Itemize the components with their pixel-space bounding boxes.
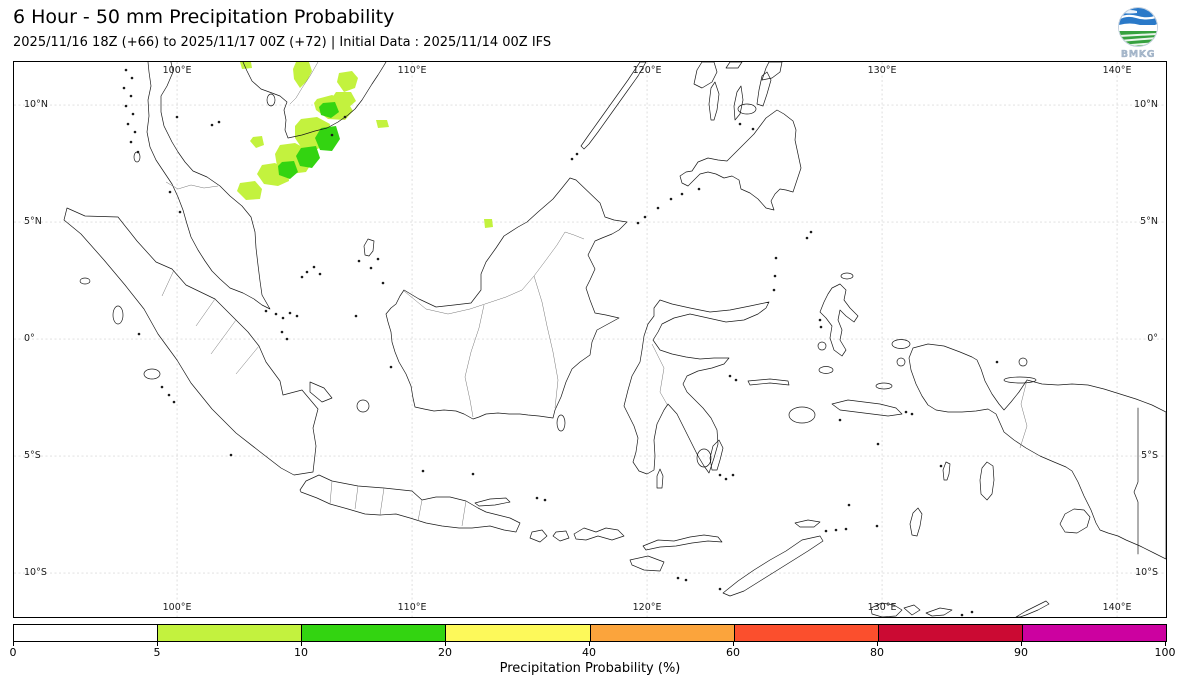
precip-region-5-10 (484, 219, 493, 228)
lat-label-left: 10°S (24, 567, 47, 579)
colorbar-tickmark (13, 642, 14, 646)
colorbar (13, 624, 1167, 642)
lat-label-right: 0° (1147, 333, 1158, 345)
lat-label-right: 10°S (1135, 567, 1158, 579)
colorbar-ticklabel: 20 (438, 646, 452, 659)
precip-region-10-20 (319, 102, 339, 118)
colorbar-ticklabel: 80 (870, 646, 884, 659)
lon-label-top: 100°E (162, 65, 192, 76)
colorbar-ticklabel: 0 (9, 646, 17, 659)
page-title: 6 Hour - 50 mm Precipitation Probability (13, 6, 395, 28)
precip-region-5-10 (237, 181, 262, 200)
colorbar-segment (1021, 625, 1166, 641)
forecast-map: 100°E 100°E 110°E 110°E 120°E 120°E 130°E 130°E… (13, 61, 1167, 618)
lat-label-left: 5°S (24, 450, 41, 462)
administrative-borders (161, 62, 1028, 527)
colorbar-segment (445, 625, 590, 641)
precip-region-5-10 (240, 62, 252, 69)
bmkg-logo: BMKG (1110, 4, 1166, 60)
lat-label-right: 10°N (1134, 99, 1158, 111)
lon-label-bottom: 120°E (632, 602, 662, 613)
colorbar-segment (733, 625, 878, 641)
colorbar-tickmark (733, 642, 734, 646)
colorbar-ticklabel: 5 (153, 646, 161, 659)
colorbar-segment (301, 625, 446, 641)
lat-label-left: 10°N (24, 99, 48, 111)
colorbar-segment (589, 625, 734, 641)
colorbar-label: Precipitation Probability (%) (499, 661, 681, 676)
forecast-period-subtitle: 2025/11/16 18Z (+66) to 2025/11/17 00Z (… (13, 35, 552, 50)
map-canvas (14, 62, 1166, 617)
coastlines (63, 62, 1166, 617)
lat-label-right: 5°S (1141, 450, 1158, 462)
lon-label-top: 120°E (632, 65, 662, 76)
colorbar-tickmark (445, 642, 446, 646)
precip-region-10-20 (315, 126, 340, 151)
precip-region-10-20 (278, 161, 298, 179)
colorbar-tickmark (157, 642, 158, 646)
bmkg-logo-image: BMKG (1118, 7, 1158, 60)
precip-region-5-10 (250, 136, 264, 148)
lon-label-bottom: 100°E (162, 602, 192, 613)
colorbar-ticklabel: 40 (582, 646, 596, 659)
colorbar-ticklabel: 10 (294, 646, 308, 659)
colorbar-tickmark (301, 642, 302, 646)
lat-label-left: 0° (24, 333, 35, 345)
lon-label-bottom: 110°E (397, 602, 427, 613)
colorbar-tickmark (589, 642, 590, 646)
lon-label-bottom: 130°E (867, 602, 897, 613)
precip-region-10-20 (296, 146, 320, 168)
small-island-dots (122, 68, 999, 617)
lat-label-right: 5°N (1140, 216, 1158, 228)
colorbar-tickmark (1165, 642, 1166, 646)
lon-label-bottom: 140°E (1102, 602, 1132, 613)
lon-label-top: 110°E (397, 65, 427, 76)
precip-region-5-10 (376, 120, 389, 128)
precipitation-probability-shading (237, 62, 493, 228)
precip-region-5-10 (337, 71, 358, 92)
colorbar-ticklabel: 100 (1154, 646, 1176, 659)
lon-label-top: 140°E (1102, 65, 1132, 76)
precip-region-5-10 (293, 62, 312, 88)
bmkg-logo-text: BMKG (1121, 49, 1155, 60)
colorbar-ticklabel: 90 (1014, 646, 1028, 659)
graticule-gridlines (14, 62, 1166, 617)
lon-label-top: 130°E (867, 65, 897, 76)
colorbar-ticklabel: 60 (726, 646, 740, 659)
colorbar-segment (14, 625, 158, 641)
colorbar-segment (157, 625, 302, 641)
colorbar-tickmark (1021, 642, 1022, 646)
colorbar-tickmark (877, 642, 878, 646)
lat-label-left: 5°N (24, 216, 42, 228)
colorbar-segment (877, 625, 1022, 641)
